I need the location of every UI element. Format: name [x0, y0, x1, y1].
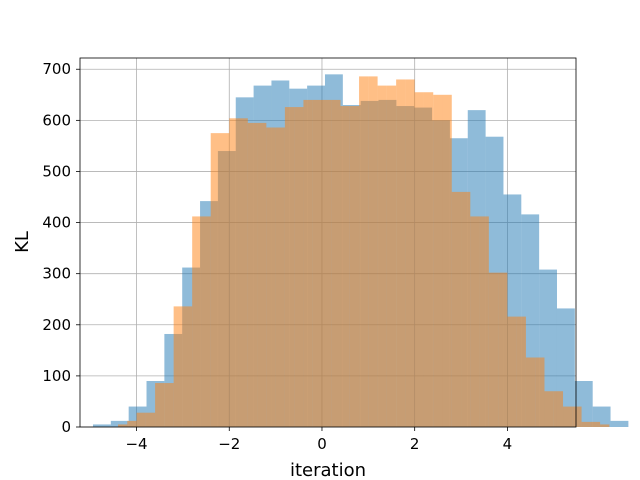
histogram-bar-series-2	[136, 412, 146, 427]
histogram-bar-series-2	[173, 306, 183, 427]
histogram-bar-series-1	[610, 420, 629, 427]
histogram-bar-series-2	[470, 216, 480, 427]
y-tick-label: 500	[42, 162, 71, 180]
histogram-bar-series-2	[294, 107, 304, 427]
histogram-bar-series-2	[405, 79, 415, 428]
plot-frame	[79, 57, 577, 428]
histogram-bar-series-2	[581, 421, 591, 427]
histogram-bar-series-2	[145, 412, 156, 427]
histogram-bar-series-2	[590, 421, 601, 427]
histogram-bar-series-2	[266, 127, 276, 427]
histogram-bar-series-1	[110, 420, 129, 427]
histogram-bar-series-2	[192, 216, 202, 427]
x-tick-label: 4	[503, 435, 513, 453]
histogram-bar-series-2	[118, 424, 128, 427]
x-tick-label: −2	[218, 435, 240, 453]
histogram-bar-series-2	[127, 420, 137, 427]
histogram-bar-series-2	[442, 94, 452, 427]
histogram-bar-series-2	[563, 406, 573, 427]
histogram-bar-series-2	[433, 94, 443, 427]
histogram-bar-series-2	[572, 406, 582, 427]
histogram-bar-series-2	[396, 79, 406, 428]
y-tick-label: 300	[42, 265, 71, 283]
histogram-bar-series-2	[284, 107, 295, 427]
histogram-bar-series-2	[312, 99, 322, 428]
histogram-bar-series-2	[461, 191, 471, 427]
histogram-bar-series-2	[386, 85, 397, 428]
histogram-bar-series-2	[507, 316, 517, 427]
y-tick-label: 200	[42, 316, 71, 334]
histogram-bar-series-2	[340, 106, 350, 427]
histogram-bar-series-2	[488, 272, 499, 427]
x-axis-label: iteration	[290, 460, 366, 480]
histogram-bar-series-2	[155, 383, 165, 427]
y-tick-label: 700	[42, 60, 71, 78]
histogram-bar-series-2	[210, 133, 220, 427]
y-tick-label: 100	[42, 367, 71, 385]
histogram-bar-series-2	[275, 127, 285, 427]
histogram-bar-series-2	[321, 99, 332, 428]
x-tick-label: 2	[410, 435, 420, 453]
x-tick-label: 0	[317, 435, 327, 453]
histogram-bar-series-2	[451, 191, 462, 427]
axis-ticks: −4 −2 0 2 4 0 100 200 300 400 500 600 700	[42, 60, 512, 453]
histogram-bar-series-2	[257, 122, 267, 428]
histogram-bar-series-2	[303, 99, 313, 428]
histogram-bar-series-2	[516, 316, 526, 427]
histogram-bar-series-2	[349, 106, 360, 427]
histogram-bar-series-2	[414, 92, 424, 428]
y-tick-label: 0	[61, 418, 71, 436]
y-tick-label: 400	[42, 214, 71, 232]
histogram-bar-series-2	[525, 357, 536, 427]
histogram-bar-series-2	[535, 357, 545, 427]
x-tick-label: −4	[125, 435, 147, 453]
histogram-bar-series-2	[498, 272, 508, 427]
histogram-bar-series-2	[553, 391, 564, 427]
histogram-bars	[92, 74, 629, 428]
histogram-bar-series-2	[377, 85, 387, 428]
y-axis-label: KL	[12, 231, 33, 253]
histogram-bar-series-2	[423, 92, 434, 428]
histogram-bar-series-2	[600, 424, 610, 427]
histogram-bar-series-2	[182, 306, 193, 427]
histogram-bar-series-1	[92, 424, 111, 427]
histogram-bar-series-2	[544, 391, 554, 427]
histogram-bar-series-2	[331, 99, 341, 428]
histogram-bar-series-2	[368, 76, 378, 427]
y-tick-label: 600	[42, 111, 71, 129]
histogram-bar-series-2	[201, 216, 211, 427]
histogram-bar-series-2	[238, 118, 248, 427]
histogram-bar-series-2	[479, 216, 489, 427]
histogram-bar-series-2	[247, 122, 258, 428]
histogram-bar-series-2	[219, 133, 230, 427]
histogram-bar-series-2	[359, 76, 369, 427]
histogram-bar-series-2	[229, 118, 239, 427]
histogram-bar-series-2	[164, 383, 174, 427]
